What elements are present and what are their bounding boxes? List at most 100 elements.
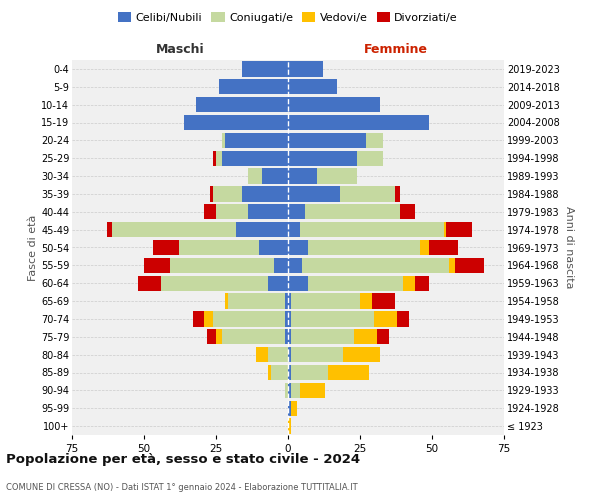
Bar: [288, 294, 291, 308]
Bar: [112, 222, 236, 237]
Text: Maschi: Maschi: [155, 44, 205, 57]
Bar: [400, 204, 415, 220]
Bar: [285, 329, 288, 344]
Bar: [397, 312, 409, 326]
Bar: [328, 365, 368, 380]
Bar: [291, 383, 299, 398]
Bar: [302, 258, 449, 273]
Bar: [184, 115, 288, 130]
Bar: [205, 204, 216, 220]
Bar: [196, 97, 288, 112]
Bar: [152, 240, 179, 255]
Bar: [268, 276, 288, 291]
Bar: [288, 258, 302, 273]
Y-axis label: Fasce di età: Fasce di età: [28, 214, 38, 280]
Bar: [377, 329, 389, 344]
Bar: [288, 383, 291, 398]
Bar: [308, 276, 403, 291]
Bar: [288, 276, 308, 291]
Bar: [227, 294, 285, 308]
Bar: [371, 294, 395, 308]
Bar: [259, 240, 288, 255]
Bar: [216, 150, 222, 166]
Bar: [288, 329, 291, 344]
Bar: [288, 79, 337, 94]
Bar: [170, 258, 274, 273]
Bar: [291, 365, 328, 380]
Bar: [395, 186, 400, 202]
Bar: [340, 186, 395, 202]
Bar: [288, 97, 380, 112]
Bar: [421, 240, 429, 255]
Bar: [205, 312, 213, 326]
Bar: [271, 365, 288, 380]
Bar: [291, 294, 360, 308]
Bar: [299, 222, 443, 237]
Bar: [429, 240, 458, 255]
Y-axis label: Anni di nascita: Anni di nascita: [563, 206, 574, 289]
Bar: [291, 347, 343, 362]
Bar: [216, 204, 248, 220]
Bar: [285, 294, 288, 308]
Bar: [288, 204, 305, 220]
Bar: [343, 347, 380, 362]
Bar: [248, 168, 262, 184]
Bar: [288, 222, 299, 237]
Bar: [366, 133, 383, 148]
Bar: [222, 133, 224, 148]
Bar: [288, 168, 317, 184]
Bar: [208, 329, 216, 344]
Bar: [288, 133, 366, 148]
Bar: [308, 240, 421, 255]
Bar: [360, 294, 371, 308]
Bar: [268, 347, 288, 362]
Bar: [305, 204, 400, 220]
Bar: [213, 150, 216, 166]
Bar: [216, 329, 222, 344]
Bar: [256, 347, 268, 362]
Bar: [224, 133, 288, 148]
Bar: [242, 186, 288, 202]
Bar: [236, 222, 288, 237]
Bar: [213, 186, 242, 202]
Bar: [455, 258, 484, 273]
Bar: [213, 312, 285, 326]
Bar: [374, 312, 397, 326]
Bar: [291, 312, 374, 326]
Bar: [210, 186, 213, 202]
Bar: [288, 400, 291, 416]
Bar: [288, 150, 357, 166]
Bar: [179, 240, 259, 255]
Bar: [288, 115, 429, 130]
Bar: [161, 276, 268, 291]
Bar: [288, 418, 291, 434]
Bar: [317, 168, 357, 184]
Bar: [354, 329, 377, 344]
Text: COMUNE DI CRESSA (NO) - Dati ISTAT 1° gennaio 2024 - Elaborazione TUTTITALIA.IT: COMUNE DI CRESSA (NO) - Dati ISTAT 1° ge…: [6, 482, 358, 492]
Bar: [222, 150, 288, 166]
Bar: [415, 276, 429, 291]
Bar: [449, 258, 455, 273]
Bar: [274, 258, 288, 273]
Bar: [248, 204, 288, 220]
Bar: [285, 312, 288, 326]
Bar: [285, 383, 288, 398]
Bar: [138, 276, 161, 291]
Text: Popolazione per età, sesso e stato civile - 2024: Popolazione per età, sesso e stato civil…: [6, 452, 360, 466]
Bar: [357, 150, 383, 166]
Bar: [443, 222, 446, 237]
Bar: [288, 62, 323, 76]
Bar: [224, 294, 227, 308]
Bar: [222, 329, 285, 344]
Bar: [219, 79, 288, 94]
Text: Femmine: Femmine: [364, 44, 428, 57]
Bar: [288, 186, 340, 202]
Bar: [193, 312, 205, 326]
Bar: [291, 329, 354, 344]
Bar: [446, 222, 472, 237]
Bar: [291, 400, 296, 416]
Bar: [262, 168, 288, 184]
Bar: [144, 258, 170, 273]
Bar: [403, 276, 415, 291]
Bar: [288, 347, 291, 362]
